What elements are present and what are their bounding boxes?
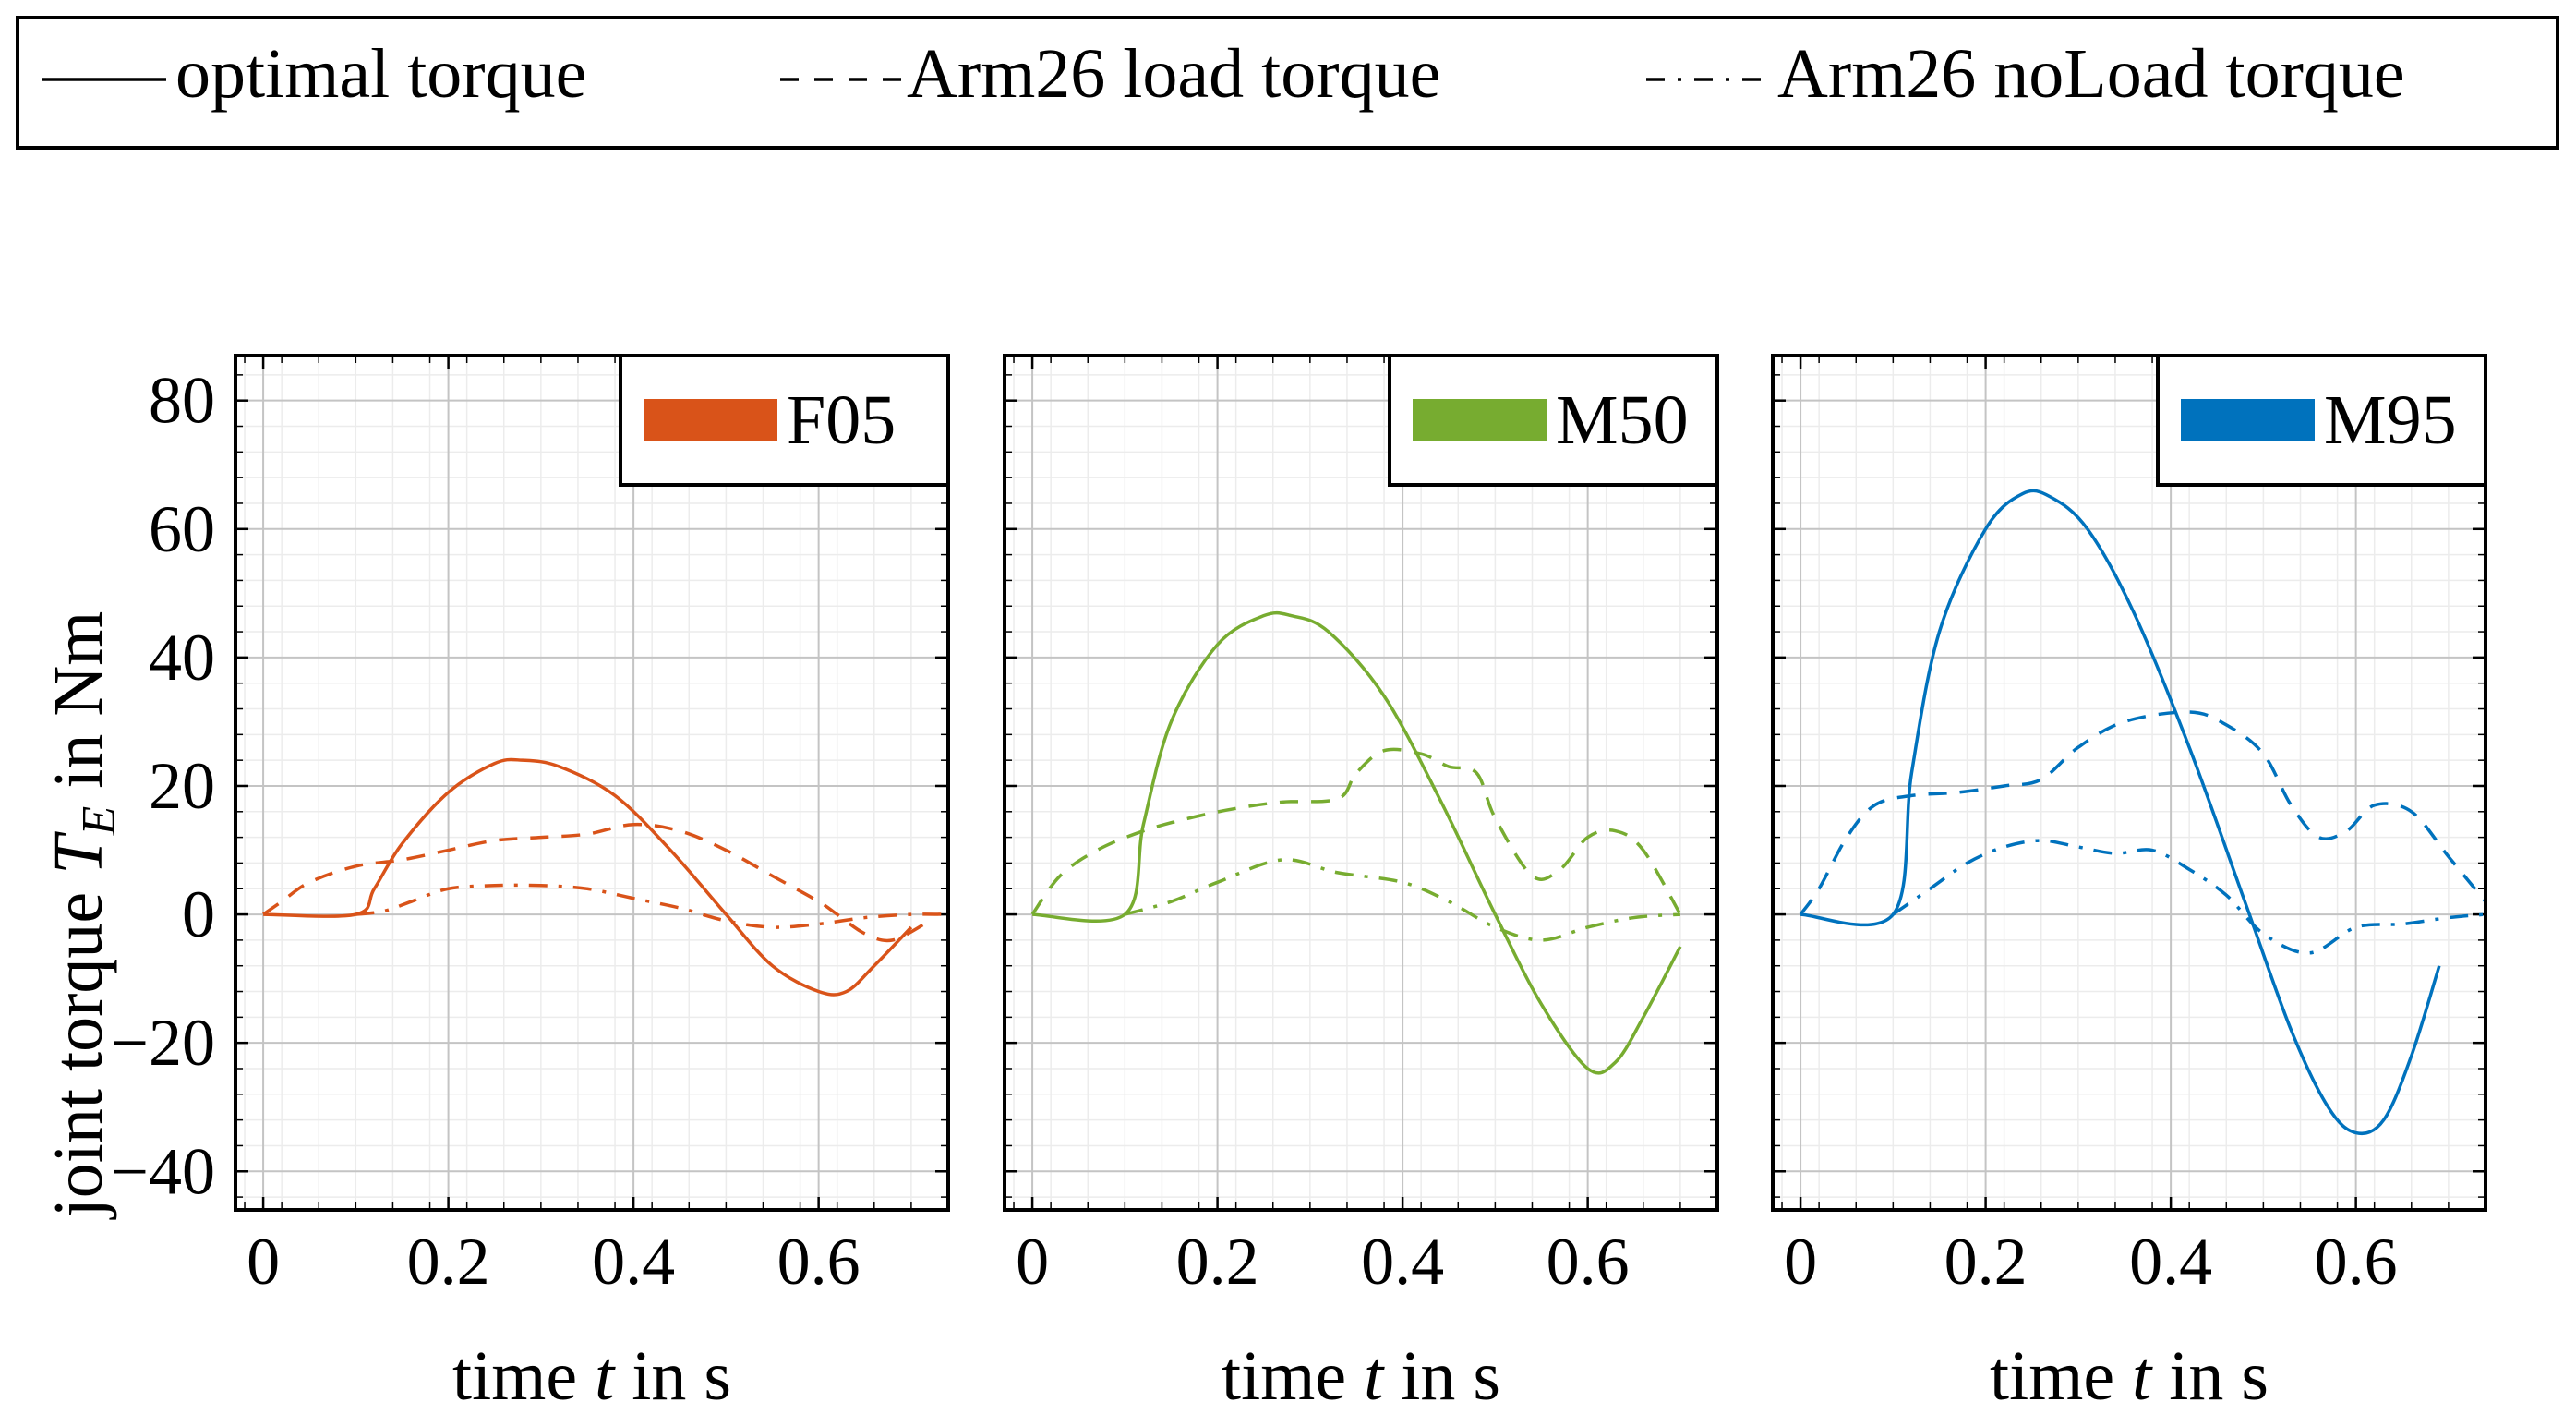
y-tick-label: 40 <box>149 621 215 695</box>
y-tick-label: −40 <box>111 1134 215 1208</box>
x-label-var: t <box>1364 1337 1385 1415</box>
x-tick-label: 0.4 <box>592 1225 675 1299</box>
series-optimal-torque <box>1032 610 1682 1075</box>
series-arm26-load-torque <box>262 822 931 943</box>
top-legend: optimal torque Arm26 load torque Arm26 n… <box>16 16 2559 150</box>
series-optimal-torque <box>263 757 913 997</box>
panel-m50: 0 0.2 0.4 0.6 M50 time t in s <box>1003 354 1719 1415</box>
x-tick-label: 0 <box>247 1225 280 1299</box>
legend-label-load: Arm26 load torque <box>907 35 1440 113</box>
series-optimal-torque <box>1800 489 2441 1136</box>
series-arm26-load-torque <box>1030 747 1682 916</box>
panel-legend-swatch <box>1413 399 1547 441</box>
series-arm26-noload-torque <box>1892 839 2486 955</box>
panel-legend-swatch <box>2181 399 2315 441</box>
plot-frame <box>1771 354 2487 1212</box>
x-label-part: time <box>1990 1337 2132 1415</box>
x-tick-label: 0.2 <box>1944 1225 2028 1299</box>
y-tick-label: −20 <box>111 1006 215 1080</box>
x-tick-label: 0 <box>1016 1225 1049 1299</box>
plot-frame <box>234 354 950 1212</box>
x-tick-label: 0.6 <box>2315 1225 2398 1299</box>
plot-frame <box>1003 354 1719 1212</box>
panel-legend-label: F05 <box>787 381 896 459</box>
legend-frame <box>16 16 2559 150</box>
x-label-part: in s <box>1383 1337 1500 1415</box>
x-tick-label: 0 <box>1784 1225 1817 1299</box>
x-tick-label: 0.6 <box>1547 1225 1630 1299</box>
x-tick-label: 0.4 <box>1361 1225 1444 1299</box>
y-axis-label: joint torque TE in Nm <box>40 611 126 1221</box>
y-tick-label: 20 <box>149 749 215 823</box>
panel-legend-swatch <box>644 399 777 441</box>
y-tick-label: 80 <box>149 364 215 438</box>
y-tick-label: 60 <box>149 492 215 566</box>
x-label-part: in s <box>2151 1337 2269 1415</box>
legend-label-noload: Arm26 noLoad torque <box>1777 35 2405 113</box>
x-tick-label: 0.2 <box>407 1225 490 1299</box>
x-label-part: in s <box>614 1337 731 1415</box>
x-tick-label: 0.2 <box>1176 1225 1259 1299</box>
x-label-var: t <box>2132 1337 2153 1415</box>
x-label-var: t <box>595 1337 616 1415</box>
series-arm26-noload-torque <box>1124 858 1681 942</box>
x-tick-label: 0.4 <box>2129 1225 2212 1299</box>
panel-m95: 0 0.2 0.4 0.6 M95 time t in s <box>1771 354 2487 1415</box>
series-arm26-noload-torque <box>355 883 948 929</box>
y-tick-label: 0 <box>182 877 215 951</box>
x-tick-label: 0.6 <box>777 1225 861 1299</box>
x-axis-label: time t in s <box>1222 1337 1500 1415</box>
series-arm26-load-torque <box>1799 710 2486 916</box>
x-label-part: time <box>1222 1337 1364 1415</box>
panel-legend-label: M95 <box>2324 381 2457 459</box>
x-axis-label: time t in s <box>1990 1337 2269 1415</box>
panel-f05: 0 0.2 0.4 0.6 −40 −20 0 20 40 60 80 F05 time t in s <box>111 354 950 1415</box>
legend-label-optimal: optimal torque <box>175 35 586 113</box>
x-axis-label: time t in s <box>452 1337 731 1415</box>
x-label-part: time <box>452 1337 595 1415</box>
panel-legend-label: M50 <box>1556 381 1689 459</box>
